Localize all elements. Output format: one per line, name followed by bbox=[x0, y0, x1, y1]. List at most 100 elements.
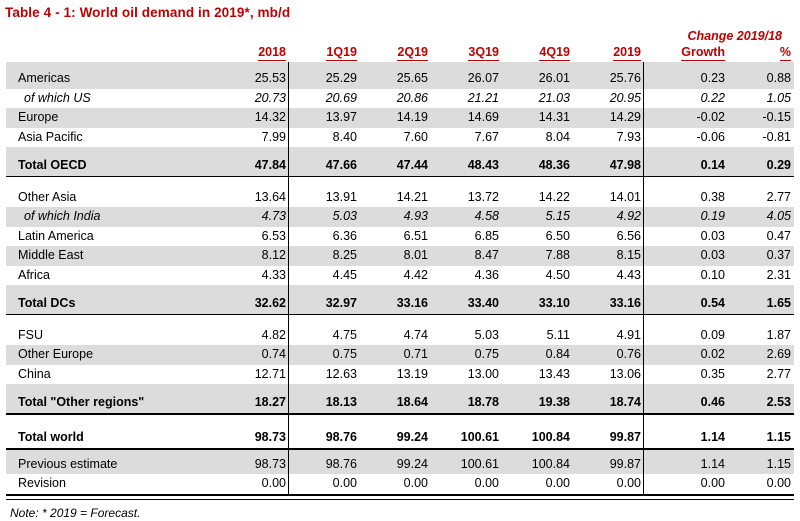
table-row-other-asia: Other Asia 13.64 13.91 14.21 13.72 14.22 14.01… bbox=[6, 176, 794, 207]
value-cell-4q19: 4.50 bbox=[545, 267, 570, 282]
value-cell-3q19: 26.07 bbox=[467, 71, 499, 85]
value-cell-4q19: 21.03 bbox=[538, 90, 570, 105]
value-cell-2q19: 4.74 bbox=[403, 327, 428, 342]
row-label: Other Europe bbox=[18, 347, 94, 361]
value-cell-1q19: 4.75 bbox=[332, 327, 357, 342]
value-cell-2019: 14.29 bbox=[609, 110, 641, 124]
value-cell-pct: 1.87 bbox=[766, 327, 791, 342]
value-cell-growth: 0.46 bbox=[700, 395, 725, 409]
value-cell-2q19: 4.93 bbox=[403, 209, 428, 223]
table-row-africa: Africa 4.33 4.45 4.42 4.36 4.50 4.43 0.10 2.31 bbox=[6, 265, 794, 285]
table-row-other-europe: Other Europe 0.74 0.75 0.71 0.75 0.84 0.76 0.02… bbox=[6, 345, 794, 365]
value-cell-1q19: 18.13 bbox=[325, 395, 357, 409]
value-cell-2018: 4.33 bbox=[261, 267, 286, 282]
value-cell-pct: 2.69 bbox=[766, 347, 791, 361]
row-label: Middle East bbox=[18, 248, 84, 262]
value-cell-pct: 2.31 bbox=[766, 267, 791, 282]
value-cell-4q19: 13.43 bbox=[538, 366, 570, 381]
table-row-total-oecd: Total OECD 47.84 47.66 47.44 48.43 48.36 47.98… bbox=[6, 147, 794, 177]
value-cell-2019: 99.87 bbox=[609, 456, 641, 471]
row-label: Total "Other regions" bbox=[18, 395, 145, 409]
value-cell-3q19: 18.78 bbox=[467, 395, 499, 409]
value-cell-1q19: 20.69 bbox=[325, 90, 357, 105]
value-cell-2018: 12.71 bbox=[254, 366, 286, 381]
table-title: Table 4 - 1: World oil demand in 2019*, … bbox=[5, 5, 291, 20]
value-cell-1q19: 8.40 bbox=[332, 129, 357, 144]
value-cell-2018: 98.73 bbox=[254, 456, 286, 471]
value-cell-2q19: 20.86 bbox=[396, 90, 428, 105]
table-row-asia-pacific: Asia Pacific 7.99 8.40 7.60 7.67 8.04 7.93 -0.0… bbox=[6, 127, 794, 147]
table-row-revision: Revision 0.00 0.00 0.00 0.00 0.00 0.00 0.00 0.00 bbox=[6, 474, 794, 494]
row-label: Africa bbox=[18, 267, 50, 282]
value-cell-3q19: 8.47 bbox=[474, 248, 499, 262]
value-cell-growth: 1.14 bbox=[700, 429, 725, 444]
table-row-middle-east: Middle East 8.12 8.25 8.01 8.47 7.88 8.15 0.03 0… bbox=[6, 246, 794, 266]
value-cell-4q19: 100.84 bbox=[531, 456, 570, 471]
value-cell-growth: 0.00 bbox=[700, 476, 725, 490]
table-row-europe: Europe 14.32 13.97 14.19 14.69 14.31 14.29 -0.0… bbox=[6, 108, 794, 128]
value-cell-growth: 0.10 bbox=[700, 267, 725, 282]
column-header-spacer bbox=[6, 44, 219, 61]
value-cell-2019: 18.74 bbox=[609, 395, 641, 409]
table-row-of-which-us: of which US 20.73 20.69 20.86 21.21 21.03 20.9… bbox=[6, 88, 794, 108]
value-cell-1q19: 47.66 bbox=[325, 158, 357, 172]
value-cell-3q19: 6.85 bbox=[474, 228, 499, 243]
value-cell-2019: 4.43 bbox=[616, 267, 641, 282]
value-cell-growth: 0.38 bbox=[700, 189, 725, 204]
table-body: Americas 25.53 25.29 25.65 26.07 26.01 25.76 0.… bbox=[6, 62, 794, 494]
value-cell-2018: 0.74 bbox=[261, 347, 286, 361]
row-label: of which US bbox=[24, 90, 91, 105]
column-header-2018: 2018 bbox=[258, 45, 286, 61]
value-cell-2q19: 13.19 bbox=[396, 366, 428, 381]
value-cell-2018: 13.64 bbox=[254, 189, 286, 204]
value-cell-4q19: 6.50 bbox=[545, 228, 570, 243]
value-cell-1q19: 32.97 bbox=[325, 296, 357, 310]
column-header-2019: 2019 bbox=[613, 45, 641, 61]
value-cell-2q19: 18.64 bbox=[396, 395, 428, 409]
value-cell-3q19: 21.21 bbox=[467, 90, 499, 105]
row-label: Latin America bbox=[18, 228, 94, 243]
value-cell-4q19: 0.84 bbox=[545, 347, 570, 361]
value-cell-4q19: 26.01 bbox=[538, 71, 570, 85]
value-cell-4q19: 14.31 bbox=[538, 110, 570, 124]
value-cell-2019: 99.87 bbox=[609, 429, 641, 444]
value-cell-2018: 18.27 bbox=[254, 395, 286, 409]
value-cell-pct: 0.47 bbox=[766, 228, 791, 243]
value-cell-3q19: 100.61 bbox=[460, 429, 499, 444]
value-cell-2q19: 14.21 bbox=[396, 189, 428, 204]
value-cell-3q19: 0.00 bbox=[474, 476, 499, 490]
value-cell-2019: 25.76 bbox=[609, 71, 641, 85]
value-cell-2q19: 4.42 bbox=[403, 267, 428, 282]
value-cell-2q19: 99.24 bbox=[396, 456, 428, 471]
value-cell-2019: 0.76 bbox=[616, 347, 641, 361]
value-cell-4q19: 14.22 bbox=[538, 189, 570, 204]
value-cell-growth: 1.14 bbox=[700, 456, 725, 471]
value-cell-growth: 0.35 bbox=[700, 366, 725, 381]
value-cell-3q19: 7.67 bbox=[474, 129, 499, 144]
value-cell-4q19: 19.38 bbox=[538, 395, 570, 409]
column-header-row: 2018 1Q19 2Q19 3Q19 4Q19 2019 Growth% bbox=[6, 44, 794, 61]
bottom-rule-outer bbox=[6, 493, 794, 496]
value-cell-4q19: 100.84 bbox=[531, 429, 570, 444]
value-cell-2018: 14.32 bbox=[254, 110, 286, 124]
value-cell-growth: 0.14 bbox=[700, 158, 725, 172]
value-cell-pct: 2.77 bbox=[766, 366, 791, 381]
column-header-1q19: 1Q19 bbox=[326, 45, 357, 61]
table-row-total-dcs: Total DCs 32.62 32.97 33.16 33.40 33.10 33.16 0… bbox=[6, 285, 794, 315]
value-cell-3q19: 4.36 bbox=[474, 267, 499, 282]
value-cell-3q19: 13.00 bbox=[467, 366, 499, 381]
value-cell-1q19: 4.45 bbox=[332, 267, 357, 282]
row-label: Other Asia bbox=[18, 189, 77, 204]
value-cell-2q19: 6.51 bbox=[403, 228, 428, 243]
row-label: Europe bbox=[18, 110, 59, 124]
column-header-pct: % bbox=[779, 45, 791, 61]
column-divider-2018 bbox=[287, 62, 290, 494]
value-cell-pct: 0.29 bbox=[766, 158, 791, 172]
value-cell-1q19: 0.75 bbox=[332, 347, 357, 361]
value-cell-2018: 6.53 bbox=[261, 228, 286, 243]
value-cell-3q19: 48.43 bbox=[467, 158, 499, 172]
value-cell-growth: 0.54 bbox=[700, 296, 725, 310]
column-divider-2019 bbox=[642, 62, 645, 494]
value-cell-2q19: 99.24 bbox=[396, 429, 428, 444]
row-label: Total OECD bbox=[18, 158, 87, 172]
